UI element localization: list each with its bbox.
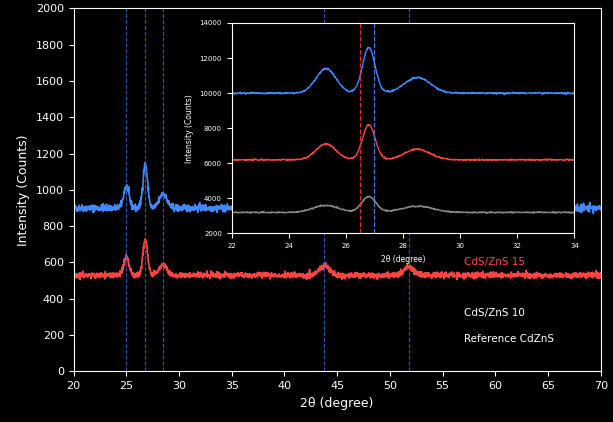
- X-axis label: 2θ (degree): 2θ (degree): [300, 397, 374, 410]
- Text: Reference CdZnS: Reference CdZnS: [463, 334, 554, 344]
- Y-axis label: Intensity (Counts): Intensity (Counts): [17, 134, 30, 246]
- Text: CdS/ZnS 20: CdS/ZnS 20: [463, 208, 525, 219]
- Text: CdS/ZnS 15: CdS/ZnS 15: [463, 257, 525, 268]
- Text: CdS/ZnS 10: CdS/ZnS 10: [463, 308, 525, 318]
